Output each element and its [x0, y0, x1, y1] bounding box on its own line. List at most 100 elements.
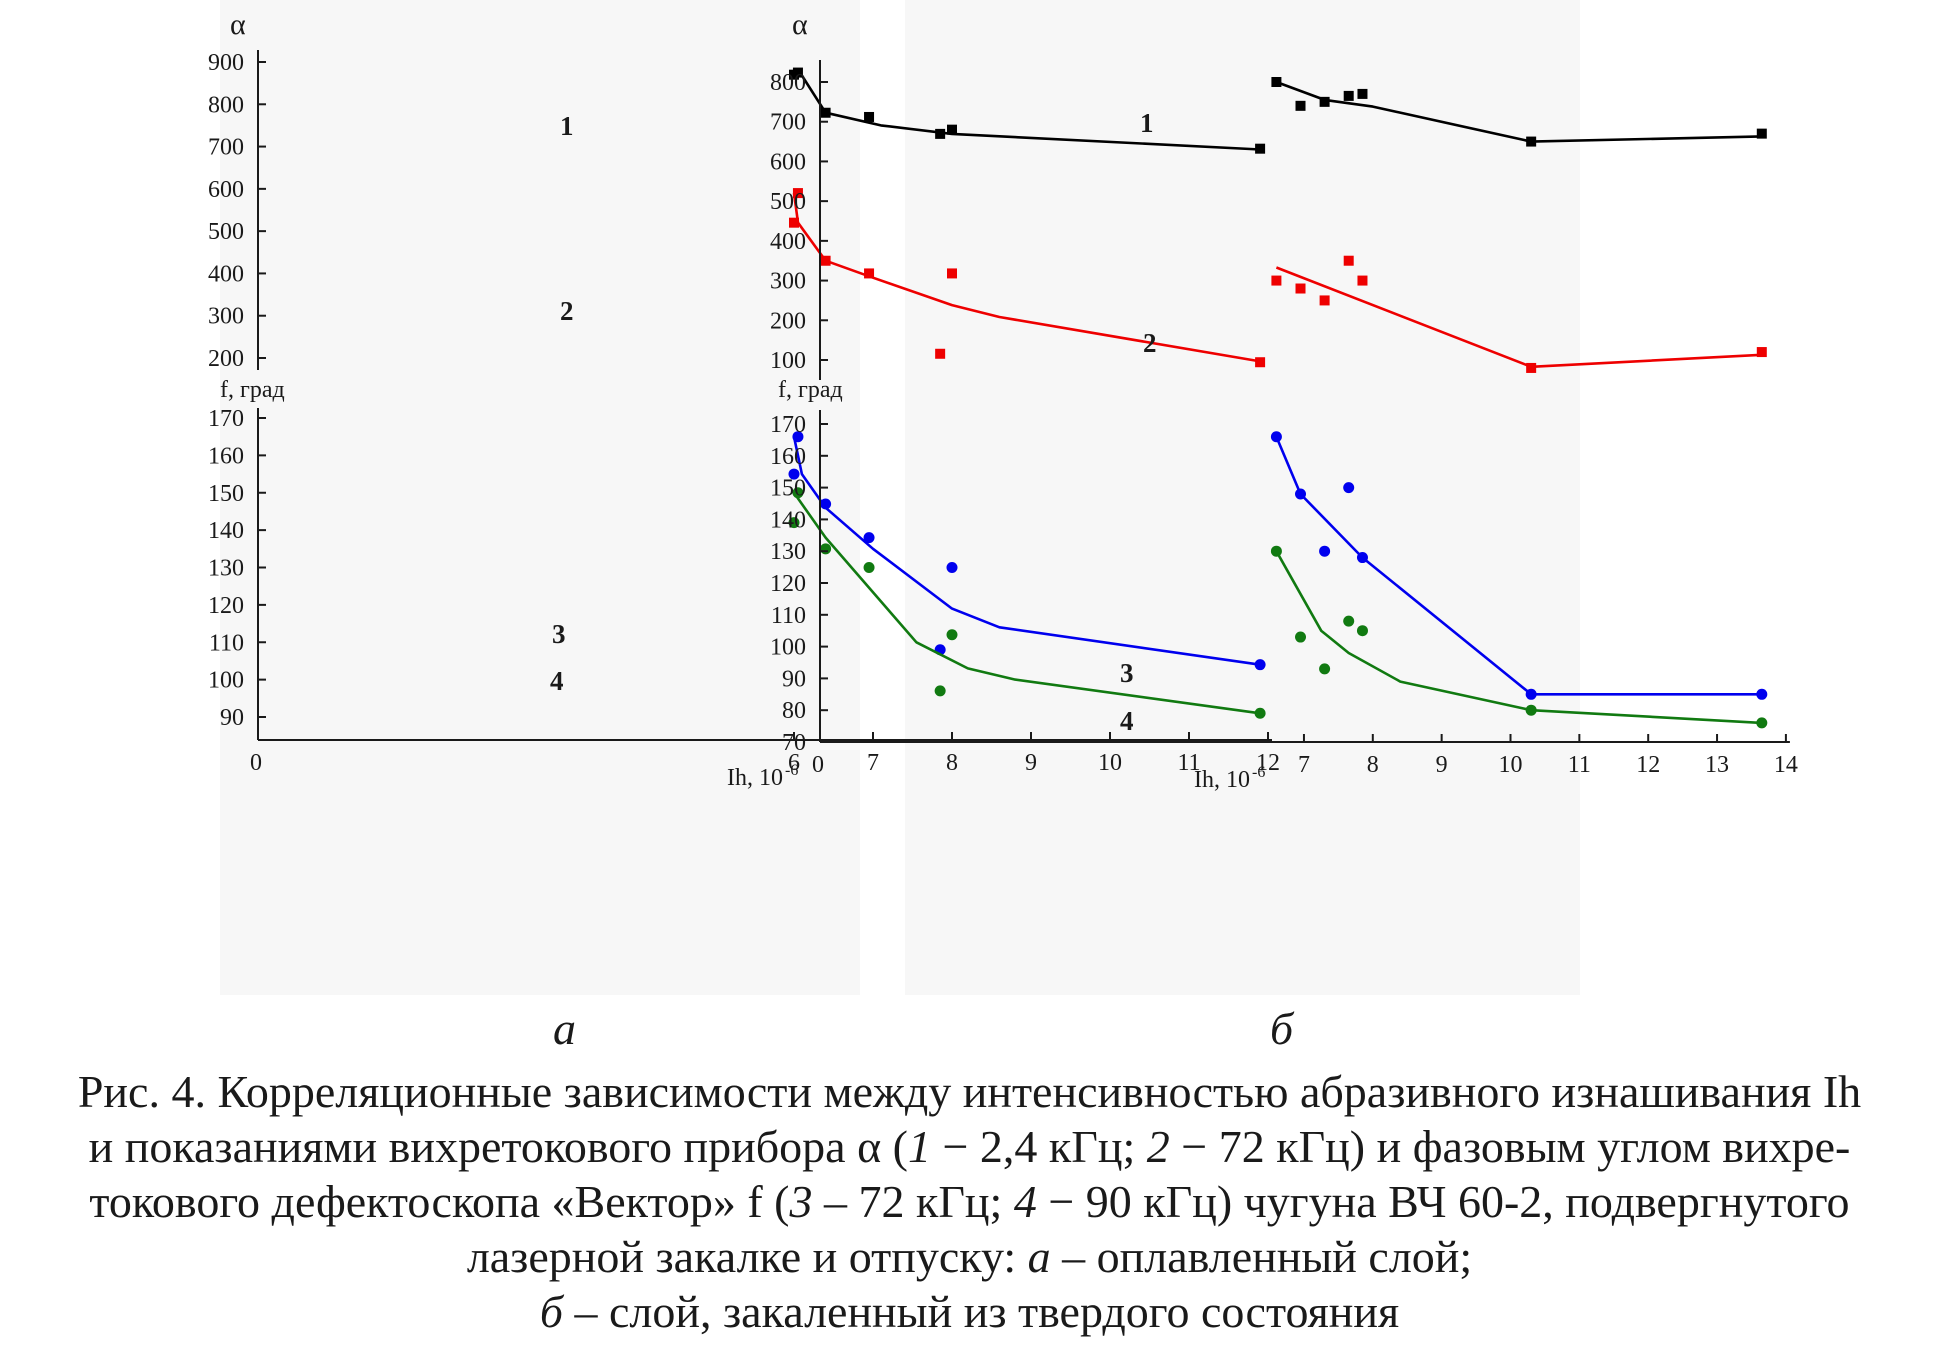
y-axis-label: f, град — [778, 377, 843, 403]
series-1-point — [935, 128, 946, 139]
y-tick-label: 160 — [770, 444, 806, 470]
x-axis-label-exponent: -6 — [1252, 764, 1265, 781]
series-1-point — [1357, 88, 1368, 99]
x-tick-label: 13 — [1705, 752, 1729, 778]
y-tick-label: 140 — [208, 518, 244, 544]
x-tick-label: 12 — [1636, 752, 1660, 778]
x-tick-label: 9 — [1025, 750, 1037, 776]
y-tick-label: 700 — [208, 135, 244, 161]
y-tick-label: 80 — [782, 698, 806, 724]
y-tick-label: 100 — [208, 668, 244, 694]
x-tick-label: 0 — [250, 750, 262, 776]
series-4-point — [820, 543, 832, 555]
y-tick-label: 300 — [770, 269, 806, 295]
series-4-point — [1343, 615, 1355, 627]
x-tick-label: 6 — [788, 750, 800, 776]
y-tick-label: 200 — [770, 308, 806, 334]
x-axis-label-exponent: -6 — [785, 762, 798, 779]
y-tick-label: 500 — [208, 219, 244, 245]
series-2-point — [864, 268, 875, 279]
x-tick-label: 10 — [1499, 752, 1523, 778]
caption-series-number: 3 — [789, 1176, 813, 1227]
y-tick-label: 130 — [208, 556, 244, 582]
series-3-label: 3 — [1120, 658, 1134, 688]
series-3-point — [1254, 659, 1266, 671]
series-1-point — [864, 111, 875, 122]
caption-line-2: и показаниями вихретокового прибора α (1… — [0, 1119, 1939, 1174]
panel-b-background — [905, 0, 1580, 995]
series-1-point — [1756, 128, 1767, 139]
x-tick-label: 7 — [1298, 752, 1310, 778]
y-tick-label: 100 — [770, 635, 806, 661]
series-3-fit-line — [792, 436, 1261, 666]
series-2-label: 2 — [1143, 328, 1157, 358]
series-3-point — [1295, 488, 1307, 500]
series-1-point — [792, 67, 803, 78]
x-tick-label: 12 — [1256, 750, 1280, 776]
caption-text: лазерной закалке и отпуску: — [466, 1231, 1028, 1282]
series-1-fit-line — [1275, 80, 1762, 143]
y-tick-label: 90 — [782, 666, 806, 692]
y-tick-label: 70 — [782, 730, 806, 756]
series-3-point — [1319, 545, 1331, 557]
series-3-point — [1525, 688, 1537, 700]
y-tick-label: 600 — [770, 149, 806, 175]
y-tick-label: 600 — [208, 177, 244, 203]
series-4-point — [934, 685, 946, 697]
panel-a-background — [220, 0, 860, 995]
series-1-point — [1271, 77, 1282, 87]
x-axis-label: Ih, 10 — [727, 765, 783, 791]
series-3-point — [946, 562, 958, 573]
series-4-label: 4 — [550, 666, 564, 696]
y-tick-label: 120 — [208, 593, 244, 619]
panel-label-b: б — [1270, 1003, 1294, 1054]
caption-series-number: 1 — [907, 1121, 931, 1172]
series-3-point — [1356, 552, 1368, 564]
caption-text: – слой, закаленный из твердого состояния — [563, 1286, 1400, 1337]
y-tick-label: 130 — [770, 539, 806, 565]
series-1: 1 — [1140, 77, 1767, 147]
caption-text: токового дефектоскопа «Вектор» f ( — [89, 1176, 790, 1227]
series-3-point — [1756, 688, 1768, 700]
figure-caption: Рис. 4. Корреляционные зависимости между… — [0, 1064, 1939, 1339]
y-tick-label: 300 — [208, 304, 244, 330]
series-1-point — [1319, 96, 1330, 107]
series-4-point — [863, 562, 875, 573]
caption-text: и показаниями вихретокового прибора α ( — [88, 1121, 908, 1172]
caption-text: − 72 кГц) и фазовым углом вихре- — [1169, 1121, 1851, 1172]
y-axis-label: α — [792, 8, 808, 41]
y-tick-label: 110 — [771, 603, 806, 629]
y-tick-label: 170 — [770, 412, 806, 438]
series-3-point — [863, 532, 875, 544]
series-2-point — [789, 217, 799, 228]
x-tick-label: 10 — [1098, 750, 1122, 776]
y-tick-label: 900 — [208, 50, 244, 76]
series-3: 3 — [552, 431, 1266, 671]
x-tick-label: 8 — [1367, 752, 1379, 778]
series-4-point — [1295, 631, 1307, 643]
series-3-point — [788, 468, 800, 480]
series-2-label: 2 — [560, 296, 574, 326]
series-3-label: 3 — [552, 619, 566, 649]
series-2-point — [1343, 255, 1354, 266]
series-1-label: 1 — [560, 111, 574, 141]
series-2: 2 — [560, 188, 1266, 368]
series-4-label: 4 — [1120, 706, 1134, 736]
caption-line-5: б – слой, закаленный из твердого состоян… — [0, 1284, 1939, 1339]
series-3-point — [820, 498, 832, 510]
series-3-point — [1270, 431, 1282, 443]
series-4-point — [1356, 625, 1368, 637]
series-4-point — [1270, 545, 1282, 557]
series-2: 2 — [1143, 255, 1767, 373]
series-2-point — [1526, 362, 1537, 373]
series-1: 1 — [560, 67, 1266, 154]
y-tick-label: 120 — [770, 571, 806, 597]
series-2-point — [1357, 275, 1368, 286]
caption-text: − 2,4 кГц; — [930, 1121, 1147, 1172]
x-tick-label: 11 — [1177, 750, 1200, 776]
series-3-point — [1343, 482, 1355, 494]
series-4-point — [792, 487, 804, 499]
x-tick-label: 7 — [867, 750, 879, 776]
series-4-point — [946, 629, 958, 641]
